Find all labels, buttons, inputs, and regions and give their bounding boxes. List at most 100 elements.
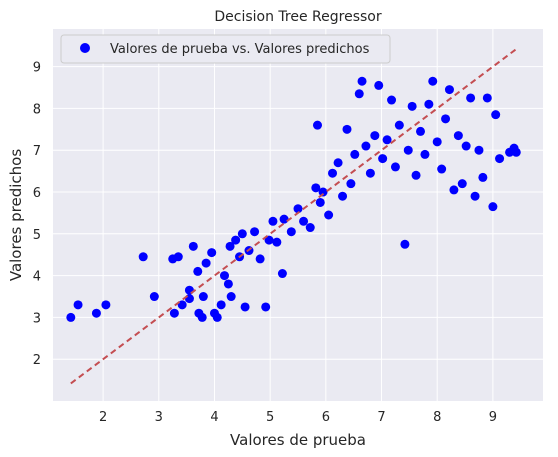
data-point	[453, 131, 463, 141]
data-point	[293, 204, 303, 214]
legend: Valores de prueba vs. Valores predichos	[60, 34, 391, 64]
data-point	[197, 312, 207, 322]
data-point	[250, 227, 260, 237]
x-tick-label: 7	[377, 410, 385, 425]
reference-line	[70, 48, 517, 385]
data-point	[333, 158, 343, 168]
data-point	[400, 239, 410, 249]
data-point	[173, 252, 183, 262]
data-point	[225, 241, 235, 251]
data-point	[357, 76, 367, 86]
x-tick-label: 6	[322, 410, 330, 425]
data-point	[370, 131, 380, 141]
data-point	[220, 271, 229, 281]
data-point	[495, 154, 505, 164]
data-point	[346, 179, 356, 189]
data-point	[403, 145, 413, 155]
data-point	[272, 237, 282, 247]
data-point	[312, 120, 322, 130]
data-point	[315, 197, 325, 207]
data-point	[382, 135, 392, 145]
data-point	[437, 164, 447, 174]
x-tick-label: 9	[489, 410, 497, 425]
data-point	[223, 279, 233, 289]
data-point	[261, 302, 271, 312]
data-point	[474, 145, 484, 155]
data-point	[286, 227, 296, 237]
x-tick-label: 5	[266, 410, 274, 425]
data-point	[328, 168, 338, 178]
legend-label: Valores de prueba vs. Valores predichos	[110, 42, 370, 57]
data-point	[138, 252, 148, 262]
data-point	[342, 124, 352, 134]
data-point	[231, 235, 241, 245]
data-point	[461, 141, 471, 151]
data-point	[420, 149, 430, 159]
data-point	[169, 308, 179, 318]
y-tick-label: 9	[33, 61, 41, 76]
data-point	[149, 292, 159, 302]
data-point	[318, 187, 328, 197]
data-point	[101, 300, 111, 310]
data-point	[324, 210, 334, 220]
data-point	[237, 229, 247, 239]
data-point	[212, 312, 222, 322]
data-point	[428, 76, 438, 86]
data-point	[338, 191, 348, 201]
data-point	[441, 114, 451, 124]
data-point	[255, 254, 265, 264]
y-tick-label: 3	[33, 311, 41, 326]
y-axis-label: Valores predichos	[7, 149, 25, 281]
data-point	[378, 154, 388, 164]
data-point	[279, 214, 289, 224]
x-tick-label: 4	[210, 410, 218, 425]
data-point	[488, 202, 498, 212]
data-point	[365, 168, 375, 178]
data-point	[407, 101, 417, 111]
data-point	[387, 95, 397, 105]
data-point	[226, 292, 236, 302]
data-point	[390, 162, 400, 172]
chart-title: Decision Tree Regressor	[214, 9, 381, 25]
data-point	[466, 93, 476, 103]
x-axis-label: Valores de prueba	[230, 431, 366, 449]
data-point	[198, 292, 208, 302]
data-point	[411, 170, 421, 180]
data-point	[478, 172, 488, 182]
data-point	[184, 285, 194, 295]
data-point	[416, 126, 425, 136]
data-point	[193, 266, 203, 276]
scatter-points	[66, 76, 521, 322]
data-point	[184, 294, 194, 304]
data-point	[444, 85, 454, 95]
plot-area	[53, 29, 543, 401]
y-tick-label: 7	[33, 144, 41, 159]
data-point	[240, 302, 250, 312]
data-point	[394, 120, 404, 130]
data-point	[511, 147, 521, 157]
data-point	[470, 191, 480, 201]
x-tick-label: 8	[433, 410, 441, 425]
data-point	[207, 248, 217, 258]
data-point	[374, 80, 384, 90]
data-point	[201, 258, 211, 268]
data-point	[188, 241, 198, 251]
data-point	[73, 300, 83, 310]
data-point	[361, 141, 371, 151]
data-point	[432, 137, 442, 147]
data-point	[449, 185, 459, 195]
y-tick-label: 5	[33, 228, 41, 243]
data-point	[264, 235, 274, 245]
y-tick-label: 6	[33, 186, 41, 201]
data-point	[277, 269, 287, 279]
legend-marker	[80, 43, 90, 53]
y-tick-label: 8	[33, 102, 41, 117]
legend-box	[60, 34, 391, 64]
data-point	[66, 312, 76, 322]
data-point	[305, 223, 315, 233]
data-point	[350, 149, 360, 159]
data-point	[91, 308, 101, 318]
data-point	[491, 110, 501, 120]
data-point	[268, 216, 278, 226]
axis-ticks: 2 3 4 5 6 7 8 9 2 3 4 5 6 7 8 9	[33, 61, 497, 425]
